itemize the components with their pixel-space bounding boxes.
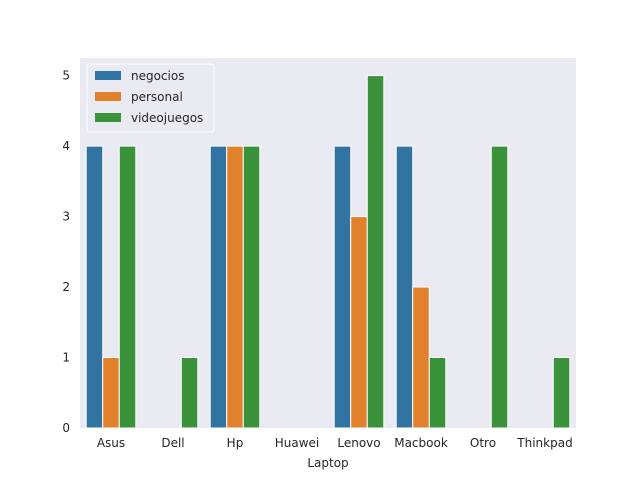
bar-videojuegos-otro — [490, 145, 509, 429]
legend-label-negocios: negocios — [131, 69, 184, 83]
bar-videojuegos-macbook — [428, 357, 447, 429]
x-tick-labels: Asus Dell Hp Huawei Lenovo Macbook Otro Thinkpa… — [97, 436, 573, 450]
bars-layer — [85, 75, 571, 429]
bar-videojuegos-lenovo — [366, 75, 385, 429]
bar-negocios-hp — [209, 145, 228, 429]
bar-videojuegos-dell — [180, 357, 199, 429]
legend-label-videojuegos: videojuegos — [131, 111, 203, 125]
bar-personal-hp — [226, 145, 244, 429]
bar-personal-macbook — [412, 286, 430, 429]
x-tick-label: Macbook — [394, 436, 448, 450]
x-tick-label: Asus — [97, 436, 125, 450]
bar-negocios-lenovo — [333, 145, 352, 429]
x-tick-label: Lenovo — [337, 436, 380, 450]
bar-negocios-macbook — [395, 145, 414, 429]
y-tick-label: 1 — [62, 351, 70, 365]
x-tick-label: Thinkpad — [516, 436, 572, 450]
bar-negocios-asus — [85, 145, 104, 429]
bar-personal-lenovo — [350, 216, 368, 429]
legend: negocios personal videojuegos — [86, 63, 215, 133]
legend-swatch-videojuegos — [95, 113, 121, 122]
legend-label-personal: personal — [131, 90, 183, 104]
x-tick-label: Otro — [470, 436, 496, 450]
x-tick-label: Hp — [227, 436, 244, 450]
y-tick-label: 2 — [62, 280, 70, 294]
y-tick-label: 0 — [62, 421, 70, 435]
legend-swatch-negocios — [95, 71, 121, 80]
x-tick-label: Dell — [161, 436, 184, 450]
x-axis-label: Laptop — [307, 456, 348, 470]
legend-swatch-personal — [95, 92, 121, 101]
bar-videojuegos-thinkpad — [552, 357, 571, 429]
y-tick-label: 3 — [62, 210, 70, 224]
bar-videojuegos-asus — [118, 145, 137, 429]
bar-personal-asus — [102, 357, 120, 429]
bar-videojuegos-hp — [242, 145, 261, 429]
y-tick-labels: 0 1 2 3 4 5 — [62, 69, 70, 435]
y-tick-label: 5 — [62, 69, 70, 83]
x-tick-label: Huawei — [275, 436, 320, 450]
y-tick-label: 4 — [62, 139, 70, 153]
